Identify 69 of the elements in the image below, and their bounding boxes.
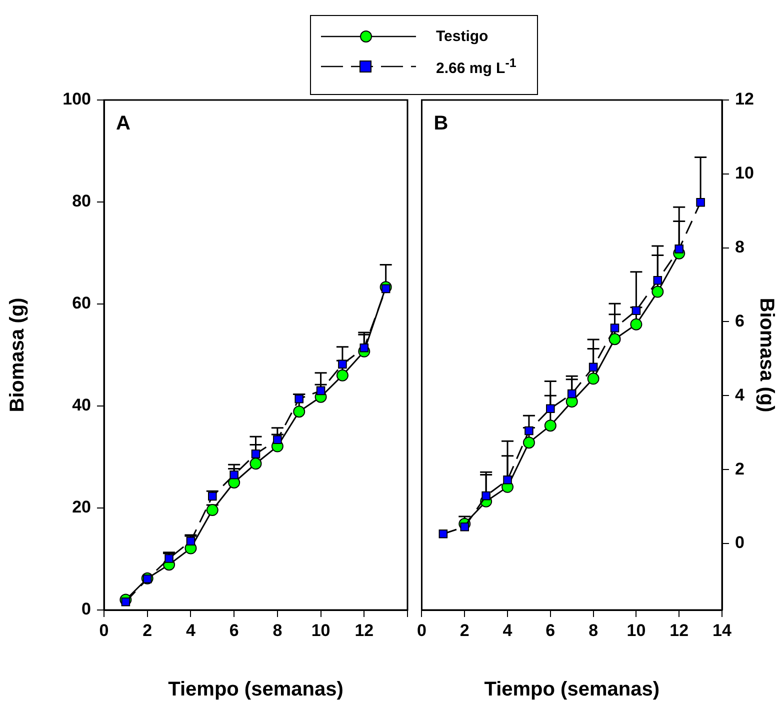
- x-axis-title: Tiempo (semanas): [484, 678, 660, 701]
- point: [482, 491, 490, 500]
- point: [696, 198, 705, 207]
- point: [522, 436, 535, 449]
- x-tick-label: 10: [311, 620, 330, 640]
- y-tick-label: 4: [735, 385, 745, 404]
- point: [544, 420, 556, 432]
- x-tick-label: 6: [546, 620, 556, 640]
- point: [360, 343, 369, 352]
- point: [652, 286, 664, 298]
- y-tick-label: 0: [735, 533, 744, 552]
- y-tick-label: 20: [72, 498, 91, 517]
- point: [121, 597, 130, 606]
- point: [230, 470, 238, 480]
- x-tick-label: 4: [186, 620, 196, 640]
- point: [630, 318, 642, 330]
- y-tick-label: 10: [735, 164, 754, 183]
- point: [632, 306, 641, 316]
- point: [208, 492, 217, 501]
- point: [250, 458, 262, 470]
- point: [338, 360, 347, 369]
- annotation: B: [434, 112, 448, 135]
- point: [273, 435, 282, 444]
- x-tick-label: 8: [588, 620, 598, 640]
- x-tick-label: 0: [416, 620, 426, 640]
- point: [503, 476, 512, 484]
- point: [186, 536, 196, 546]
- y-tick-label: 60: [72, 294, 91, 313]
- x-tick-label: 2: [142, 620, 152, 640]
- point: [438, 529, 448, 538]
- x-tick-label: 12: [670, 620, 689, 640]
- x-tick-label: 14: [712, 620, 732, 640]
- y-tick-label: 12: [735, 90, 754, 109]
- point: [653, 276, 662, 285]
- x-tick-label: 10: [626, 620, 646, 640]
- y-axis-title: Biomasa (g): [6, 298, 29, 412]
- x-tick-label: 4: [502, 620, 513, 640]
- point: [460, 522, 470, 532]
- point: [546, 404, 555, 413]
- y-tick-label: 100: [62, 90, 91, 109]
- y-tick-label: 8: [735, 238, 744, 257]
- point: [674, 244, 684, 254]
- point: [588, 362, 598, 372]
- point: [608, 333, 621, 346]
- point: [567, 389, 576, 398]
- x-tick-label: 12: [354, 620, 374, 640]
- x-tick-label: 0: [99, 620, 109, 640]
- annotation: A: [116, 112, 130, 135]
- point: [524, 426, 534, 436]
- y-axis-title: Biomasa (g): [755, 298, 778, 412]
- point: [610, 324, 620, 332]
- text: Testigo: [436, 28, 488, 45]
- point: [294, 394, 304, 404]
- y-tick-label: 0: [82, 600, 91, 619]
- x-axis-title: Tiempo (semanas): [168, 678, 344, 701]
- text: 2.66 mg L$^{-1}$: [436, 56, 516, 77]
- y-tick-label: 40: [72, 396, 91, 415]
- point: [293, 406, 306, 418]
- y-tick-label: 6: [735, 311, 744, 330]
- point: [206, 504, 218, 516]
- x-tick-label: 8: [272, 620, 282, 640]
- point: [587, 372, 600, 385]
- y-tick-label: 2: [735, 459, 744, 478]
- point: [336, 369, 348, 382]
- x-tick-label: 6: [229, 620, 239, 640]
- point: [381, 284, 390, 294]
- x-tick-label: 2: [460, 620, 470, 640]
- point: [142, 574, 152, 584]
- y-tick-label: 80: [72, 192, 91, 211]
